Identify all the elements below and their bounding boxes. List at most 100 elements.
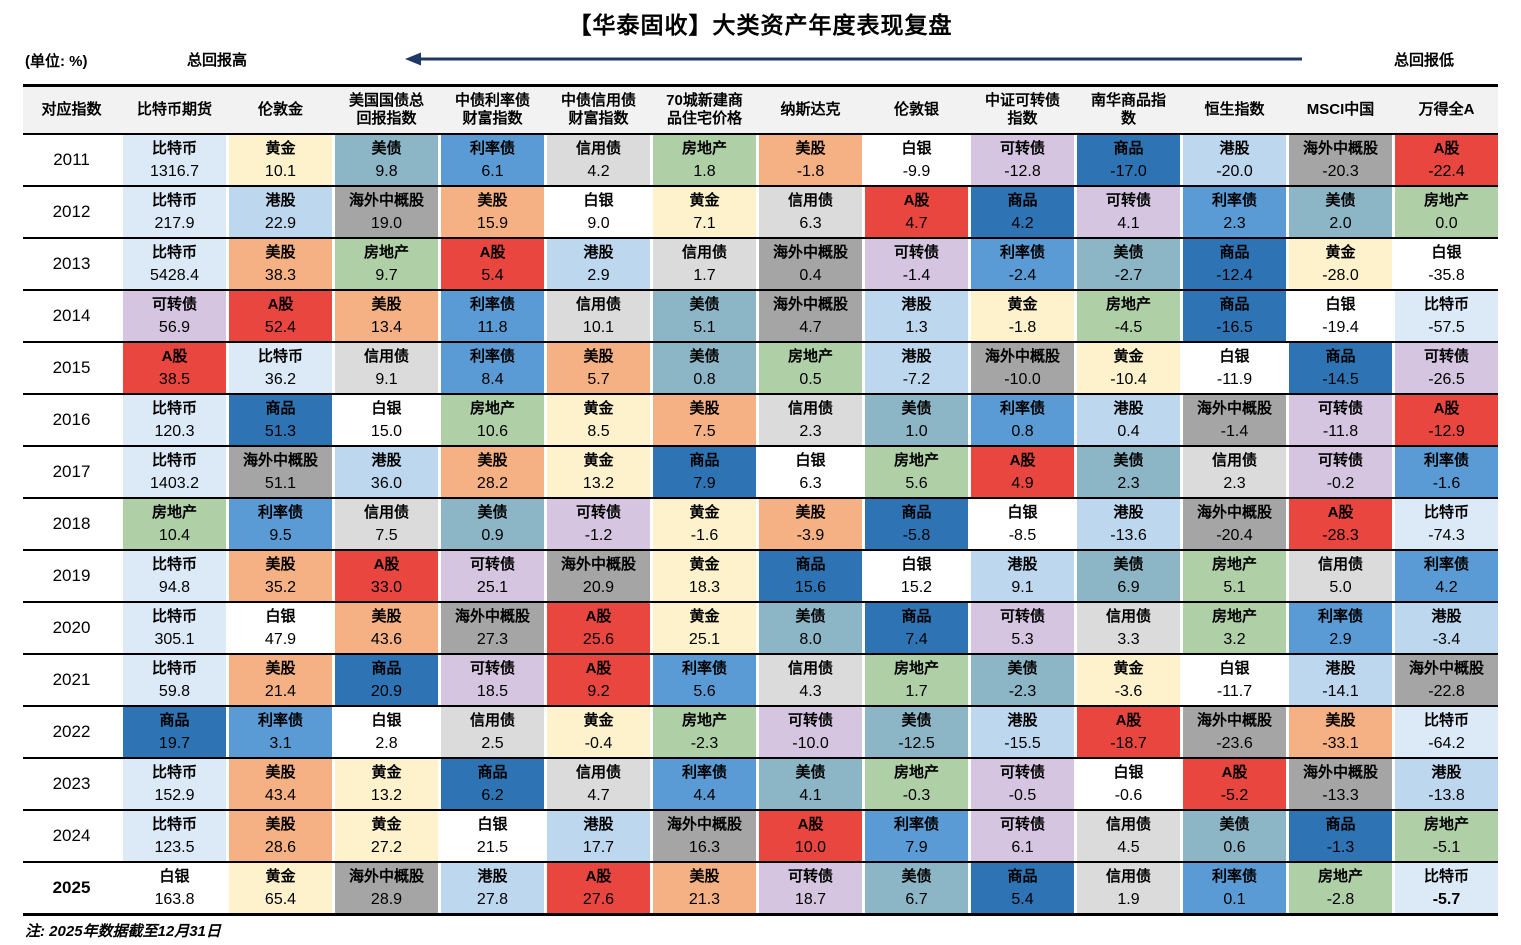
year-label: 2024 (23, 811, 120, 861)
asset-cell: 信用债 10.1 (547, 291, 650, 341)
asset-name: 海外中概股 (454, 608, 530, 625)
asset-value: -12.9 (1428, 423, 1465, 440)
asset-value: 9.7 (375, 267, 398, 284)
asset-name: 房地产 (1317, 868, 1363, 885)
asset-cell: 美债 -12.5 (865, 707, 968, 757)
asset-cell: 美股 28.6 (229, 811, 332, 861)
asset-name: 商品 (1007, 192, 1038, 209)
asset-cell: 白银 15.0 (335, 395, 438, 445)
asset-cell: 可转债 25.1 (441, 551, 544, 601)
asset-cell: 比特币 123.5 (123, 811, 226, 861)
asset-name: 海外中概股 (1196, 712, 1272, 729)
asset-name: 利率债 (257, 504, 303, 521)
asset-name: 比特币 (1423, 504, 1469, 521)
asset-value: -1.4 (1220, 423, 1249, 440)
asset-name: 商品 (1219, 296, 1250, 313)
asset-value: 35.2 (264, 579, 297, 596)
asset-value: 10.1 (264, 163, 297, 180)
asset-name: 白银 (901, 140, 932, 157)
asset-name: 商品 (371, 660, 402, 677)
asset-value: 2.9 (1329, 631, 1352, 648)
asset-cell: 可转债 -0.2 (1289, 447, 1392, 497)
asset-cell: 房地产 0.0 (1395, 187, 1498, 237)
asset-value: 28.2 (476, 475, 509, 492)
asset-value: 0.8 (693, 371, 716, 388)
asset-value: 20.9 (370, 683, 403, 700)
asset-name: 利率债 (893, 816, 939, 833)
asset-name: 美股 (583, 348, 614, 365)
asset-value: 152.9 (154, 787, 195, 804)
asset-cell: 信用债 2.3 (1183, 447, 1286, 497)
asset-cell: 商品 -14.5 (1289, 343, 1392, 393)
asset-value: 36.0 (370, 475, 403, 492)
asset-name: 美债 (901, 712, 932, 729)
asset-cell: 信用债 4.7 (547, 759, 650, 809)
asset-value: 1403.2 (150, 475, 199, 492)
column-header: 70城新建商品住宅价格 (666, 92, 743, 127)
asset-name: 房地产 (893, 764, 939, 781)
asset-name: 比特币 (257, 348, 303, 365)
asset-cell: 美债 1.0 (865, 395, 968, 445)
asset-value: -0.6 (1114, 787, 1143, 804)
asset-name: 信用债 (787, 660, 833, 677)
asset-cell: A股 25.6 (547, 603, 650, 653)
asset-name: 商品 (1325, 348, 1356, 365)
asset-cell: 商品 -5.8 (865, 499, 968, 549)
asset-name: 白银 (159, 868, 190, 885)
asset-value: -0.3 (902, 787, 931, 804)
asset-value: -20.3 (1322, 163, 1359, 180)
asset-value: 20.9 (582, 579, 615, 596)
asset-name: 房地产 (469, 400, 515, 417)
asset-value: 5.3 (1011, 631, 1034, 648)
asset-name: 美股 (477, 192, 508, 209)
asset-name: A股 (1433, 140, 1460, 157)
asset-name: A股 (267, 296, 294, 313)
asset-value: -5.7 (1432, 891, 1461, 908)
asset-cell: A股 33.0 (335, 551, 438, 601)
asset-cell: 房地产 0.5 (759, 343, 862, 393)
asset-name: 比特币 (151, 140, 197, 157)
asset-value: 43.6 (370, 631, 403, 648)
asset-cell: 港股 -13.6 (1077, 499, 1180, 549)
asset-name: 港股 (477, 868, 508, 885)
asset-cell: 房地产 -4.5 (1077, 291, 1180, 341)
asset-name: 比特币 (1423, 868, 1469, 885)
asset-cell: 美债 6.9 (1077, 551, 1180, 601)
year-label: 2014 (23, 291, 120, 341)
asset-name: 港股 (1007, 556, 1038, 573)
asset-cell: A股 -22.4 (1395, 135, 1498, 185)
asset-name: 白银 (265, 608, 296, 625)
asset-name: 黄金 (689, 504, 720, 521)
asset-name: A股 (1009, 452, 1036, 469)
year-label: 2019 (23, 551, 120, 601)
asset-cell: 美债 4.1 (759, 759, 862, 809)
asset-name: 利率债 (1423, 452, 1469, 469)
asset-cell: 可转债 -11.8 (1289, 395, 1392, 445)
asset-name: 美股 (371, 296, 402, 313)
asset-cell: A股 -28.3 (1289, 499, 1392, 549)
asset-value: -26.5 (1428, 371, 1465, 388)
asset-value: -22.8 (1428, 683, 1465, 700)
asset-value: -0.4 (584, 735, 613, 752)
asset-name: 利率债 (469, 296, 515, 313)
asset-name: 比特币 (151, 816, 197, 833)
asset-cell: 美股 -33.1 (1289, 707, 1392, 757)
asset-name: 港股 (265, 192, 296, 209)
asset-name: 利率债 (257, 712, 303, 729)
column-header: MSCI中国 (1306, 101, 1375, 118)
asset-cell: 房地产 3.2 (1183, 603, 1286, 653)
asset-cell: 海外中概股 -10.0 (971, 343, 1074, 393)
asset-name: 商品 (1325, 816, 1356, 833)
asset-name: 港股 (1431, 608, 1462, 625)
asset-cell: 可转债 -1.2 (547, 499, 650, 549)
asset-value: -8.5 (1008, 527, 1037, 544)
asset-cell: 海外中概股 16.3 (653, 811, 756, 861)
asset-cell: 比特币 120.3 (123, 395, 226, 445)
column-header: 纳斯达克 (780, 101, 841, 118)
asset-name: 商品 (901, 504, 932, 521)
asset-name: 白银 (1325, 296, 1356, 313)
asset-name: 美债 (795, 764, 826, 781)
asset-name: 港股 (1325, 660, 1356, 677)
column-header: 万得全A (1418, 101, 1475, 118)
asset-cell: 白银 47.9 (229, 603, 332, 653)
